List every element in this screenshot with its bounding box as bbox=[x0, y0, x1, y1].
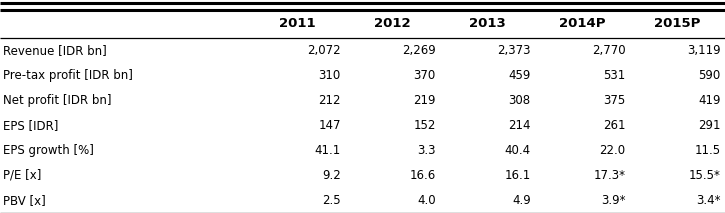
Text: 459: 459 bbox=[508, 69, 531, 82]
Text: 3,119: 3,119 bbox=[687, 44, 721, 57]
Text: 212: 212 bbox=[318, 94, 341, 107]
Text: 291: 291 bbox=[698, 119, 721, 132]
Text: EPS [IDR]: EPS [IDR] bbox=[3, 119, 58, 132]
Text: 375: 375 bbox=[603, 94, 626, 107]
Text: EPS growth [%]: EPS growth [%] bbox=[3, 144, 94, 157]
Text: 2.5: 2.5 bbox=[322, 194, 341, 207]
Text: 2011: 2011 bbox=[279, 17, 316, 30]
Text: 4.0: 4.0 bbox=[417, 194, 436, 207]
Text: P/E [x]: P/E [x] bbox=[3, 169, 41, 182]
Text: 370: 370 bbox=[413, 69, 436, 82]
Text: 219: 219 bbox=[413, 94, 436, 107]
Text: 16.1: 16.1 bbox=[505, 169, 531, 182]
Text: 3.4*: 3.4* bbox=[696, 194, 721, 207]
Text: 2,269: 2,269 bbox=[402, 44, 436, 57]
Text: 9.2: 9.2 bbox=[322, 169, 341, 182]
Text: 2,072: 2,072 bbox=[307, 44, 341, 57]
Text: 4.9: 4.9 bbox=[512, 194, 531, 207]
Text: 2,770: 2,770 bbox=[592, 44, 626, 57]
Text: 310: 310 bbox=[318, 69, 341, 82]
Text: 214: 214 bbox=[508, 119, 531, 132]
Text: 2012: 2012 bbox=[374, 17, 411, 30]
Text: 17.3*: 17.3* bbox=[594, 169, 626, 182]
Text: Net profit [IDR bn]: Net profit [IDR bn] bbox=[3, 94, 112, 107]
Text: Revenue [IDR bn]: Revenue [IDR bn] bbox=[3, 44, 107, 57]
Text: 147: 147 bbox=[318, 119, 341, 132]
Text: 3.9*: 3.9* bbox=[601, 194, 626, 207]
Text: 3.3: 3.3 bbox=[417, 144, 436, 157]
Text: 11.5: 11.5 bbox=[695, 144, 721, 157]
Text: 531: 531 bbox=[603, 69, 626, 82]
Text: 2014P: 2014P bbox=[559, 17, 606, 30]
Text: 261: 261 bbox=[603, 119, 626, 132]
Text: 41.1: 41.1 bbox=[315, 144, 341, 157]
Text: 2013: 2013 bbox=[469, 17, 506, 30]
Text: 2015P: 2015P bbox=[655, 17, 700, 30]
Text: Pre-tax profit [IDR bn]: Pre-tax profit [IDR bn] bbox=[3, 69, 133, 82]
Text: 419: 419 bbox=[698, 94, 721, 107]
Text: 16.6: 16.6 bbox=[410, 169, 436, 182]
Text: 590: 590 bbox=[698, 69, 721, 82]
Text: 152: 152 bbox=[413, 119, 436, 132]
Text: 308: 308 bbox=[508, 94, 531, 107]
Text: 2,373: 2,373 bbox=[497, 44, 531, 57]
Text: 15.5*: 15.5* bbox=[689, 169, 721, 182]
Text: PBV [x]: PBV [x] bbox=[3, 194, 46, 207]
Text: 40.4: 40.4 bbox=[505, 144, 531, 157]
Text: 22.0: 22.0 bbox=[600, 144, 626, 157]
